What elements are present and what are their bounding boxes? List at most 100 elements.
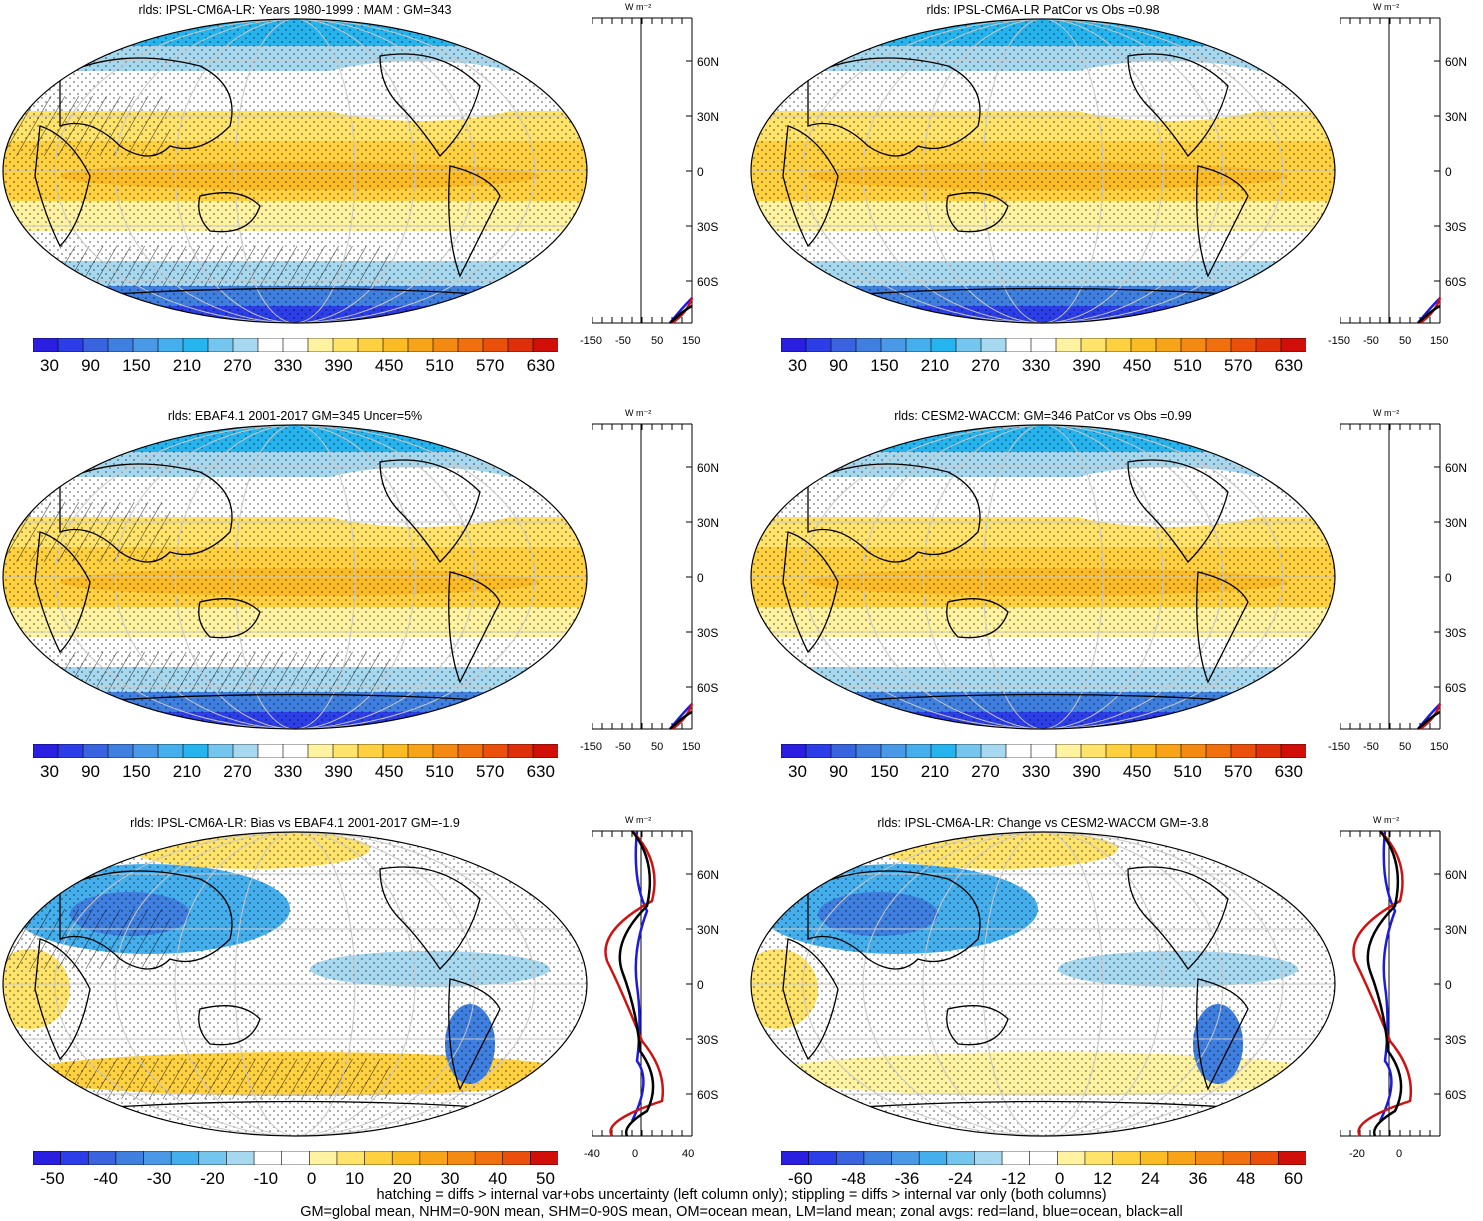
panel-p4: rlds: CESM2-WACCM: GM=346 PatCor vs Obs … xyxy=(748,406,1483,806)
profile-xtick-label: -50 xyxy=(615,335,631,347)
colorbar-swatch xyxy=(332,744,359,758)
panel-title: rlds: CESM2-WACCM: GM=346 PatCor vs Obs … xyxy=(894,409,1192,423)
colorbar-swatch xyxy=(457,338,484,352)
colorbar-labels: 30 90 150 210 270 330 390 450 510 570 630 xyxy=(40,762,555,782)
colorbar-label: 450 xyxy=(374,356,404,375)
colorbar-swatch xyxy=(532,744,558,758)
colorbar-swatch xyxy=(863,1151,893,1165)
colorbar-swatch xyxy=(980,744,1007,758)
colorbar-label: 270 xyxy=(223,762,252,781)
colorbar-swatch xyxy=(432,744,459,758)
profile-xtick-label: -50 xyxy=(1363,741,1379,753)
colorbar-swatch xyxy=(1230,338,1257,352)
colorbar-label: 20 xyxy=(392,1169,412,1188)
colorbar-swatch xyxy=(835,1151,865,1165)
colorbar-swatch xyxy=(33,1151,62,1165)
colorbar-swatch xyxy=(905,338,932,352)
lat-tick-label: 30S xyxy=(1445,220,1467,234)
colorbar-swatch xyxy=(1205,744,1232,758)
colorbar-swatch xyxy=(198,1151,228,1165)
zonal-profile xyxy=(592,830,693,1137)
profile-xtick-label: 40 xyxy=(682,1148,695,1160)
footer-line-1: hatching = diffs > internal var+obs unce… xyxy=(376,1187,1107,1203)
colorbar-swatch xyxy=(332,338,359,352)
colorbar-swatch xyxy=(232,338,259,352)
colorbar-label: -60 xyxy=(788,1169,813,1188)
colorbar-swatch xyxy=(930,338,957,352)
lat-tick-label: 30S xyxy=(697,626,719,640)
colorbar-labels: 30 90 150 210 270 330 390 450 510 570 630 xyxy=(788,356,1303,376)
colorbar-label: 630 xyxy=(526,762,555,781)
colorbar-swatch xyxy=(309,1151,338,1165)
lat-tick-label: 30S xyxy=(1445,1033,1467,1047)
colorbar-swatch xyxy=(82,338,109,352)
colorbar-swatch xyxy=(57,744,84,758)
colorbar-swatch xyxy=(1167,1151,1197,1165)
lat-tick-label: 60S xyxy=(1445,1088,1467,1102)
lat-tick-label: 60N xyxy=(697,461,720,475)
lat-tick-label: 30S xyxy=(697,220,719,234)
lat-tick-label: 30N xyxy=(697,516,720,530)
colorbar-label: 390 xyxy=(324,356,353,375)
panel-p3: rlds: EBAF4.1 2001-2017 GM=345 Uncer=5% 3… xyxy=(0,406,735,806)
profile-xtick-label: 0 xyxy=(632,1148,639,1160)
colorbar-swatch xyxy=(891,1151,920,1165)
colorbar-label: 10 xyxy=(345,1169,365,1188)
colorbar-swatch xyxy=(170,1151,200,1165)
lat-tick-label: 60N xyxy=(1445,461,1468,475)
colorbar-swatch xyxy=(257,338,284,352)
zonal-profile xyxy=(592,423,694,731)
colorbar-swatch xyxy=(502,1151,532,1165)
colorbar-swatch xyxy=(182,744,209,758)
colorbar-swatch xyxy=(407,744,434,758)
colorbar-label: 30 xyxy=(788,762,807,781)
colorbar-swatch xyxy=(419,1151,449,1165)
colorbar-swatch xyxy=(1005,338,1032,352)
profile-xtick-label: -50 xyxy=(1363,335,1379,347)
colorbar-labels: 30 90 150 210 270 330 390 450 510 570 630 xyxy=(788,762,1303,782)
profile-xtick-label: 50 xyxy=(1399,741,1412,753)
colorbar-label: 210 xyxy=(172,762,202,781)
colorbar-label: 330 xyxy=(273,762,303,781)
lat-tick-label: 30N xyxy=(697,923,720,937)
colorbar-label: 510 xyxy=(425,356,454,375)
colorbar-swatch xyxy=(336,1151,366,1165)
map-robinson xyxy=(2,18,588,324)
colorbar-swatch xyxy=(115,1151,145,1165)
zonal-profile xyxy=(1340,423,1442,731)
colorbar-swatch xyxy=(482,744,509,758)
footer-line-2: GM=global mean, NHM=0-90N mean, SHM=0-90… xyxy=(300,1204,1183,1220)
footer: hatching = diffs > internal var+obs unce… xyxy=(0,1187,1483,1221)
colorbar-swatch xyxy=(781,744,807,758)
profile-xtick-label: 50 xyxy=(651,741,664,753)
colorbar-label: 390 xyxy=(1072,762,1101,781)
lat-tick-label: 60N xyxy=(1445,55,1468,69)
lat-tick-label: 30N xyxy=(1445,516,1468,530)
colorbar-swatch xyxy=(432,338,459,352)
panel-title: rlds: IPSL-CM6A-LR: Change vs CESM2-WACC… xyxy=(877,816,1209,830)
colorbar-label: 330 xyxy=(273,356,303,375)
colorbar-label: -48 xyxy=(841,1169,866,1188)
colorbar-label: -24 xyxy=(948,1169,973,1188)
colorbar-swatch xyxy=(855,338,882,352)
colorbar xyxy=(781,338,1306,352)
profile-unit: W m⁻² xyxy=(1373,815,1400,825)
colorbar-label: 390 xyxy=(324,762,353,781)
colorbar-swatch xyxy=(1180,338,1207,352)
colorbar-swatch xyxy=(955,744,982,758)
colorbar-label: 90 xyxy=(829,762,849,781)
colorbar-swatch xyxy=(880,338,907,352)
colorbar-swatch xyxy=(357,744,384,758)
colorbar-swatch xyxy=(482,338,509,352)
lat-tick-label: 60S xyxy=(1445,681,1467,695)
colorbar-swatch xyxy=(1084,1151,1114,1165)
colorbar-swatch xyxy=(57,338,84,352)
colorbar-label: 90 xyxy=(81,356,101,375)
lat-tick-label: 60N xyxy=(1445,868,1468,882)
colorbar-swatch xyxy=(1280,744,1306,758)
colorbar-label: -36 xyxy=(894,1169,920,1188)
colorbar-swatch xyxy=(532,338,558,352)
colorbar-swatch xyxy=(364,1151,394,1165)
lat-tick-label: 0 xyxy=(697,571,704,585)
colorbar-swatch xyxy=(781,1151,810,1165)
